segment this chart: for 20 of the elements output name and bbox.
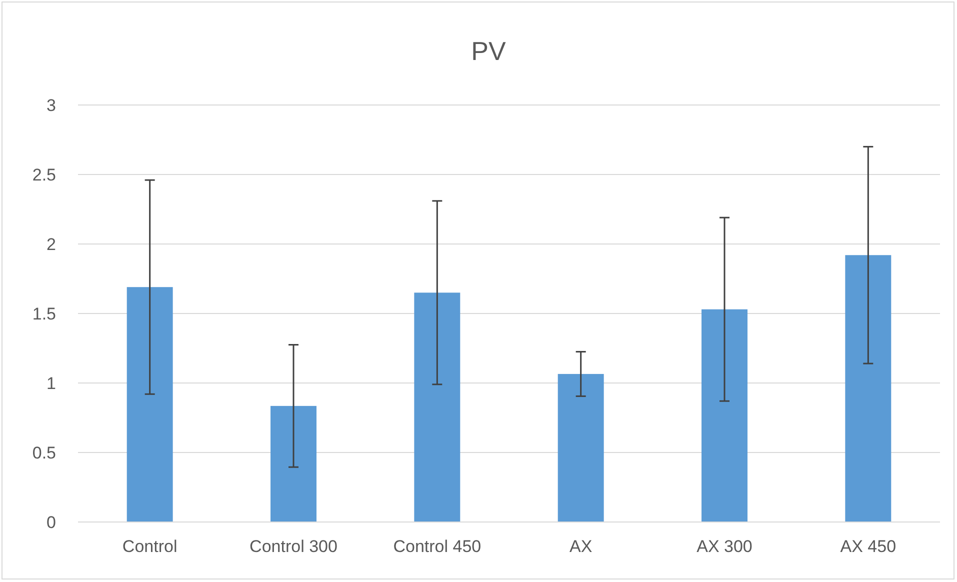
bar xyxy=(558,374,604,522)
x-tick-label: AX xyxy=(569,537,592,556)
y-tick-label: 0.5 xyxy=(32,443,56,462)
y-tick-label: 2 xyxy=(46,234,56,254)
y-tick-label: 2.5 xyxy=(32,165,56,184)
y-tick-label: 1 xyxy=(46,374,56,393)
bar xyxy=(270,406,316,522)
y-tick-label: 1.5 xyxy=(32,304,56,324)
bar xyxy=(414,292,460,522)
chart-title: PV xyxy=(471,36,506,66)
x-tick-label: Control 300 xyxy=(250,537,338,556)
x-tick-label: Control xyxy=(122,537,178,556)
bar xyxy=(126,287,173,522)
x-tick-label: AX 300 xyxy=(696,537,752,556)
y-tick-label: 0 xyxy=(46,512,56,532)
bar xyxy=(702,309,748,522)
y-tick-label: 3 xyxy=(46,96,56,115)
bar xyxy=(845,255,892,522)
x-tick-label: AX 450 xyxy=(840,537,896,556)
x-tick-label: Control 450 xyxy=(393,537,482,556)
